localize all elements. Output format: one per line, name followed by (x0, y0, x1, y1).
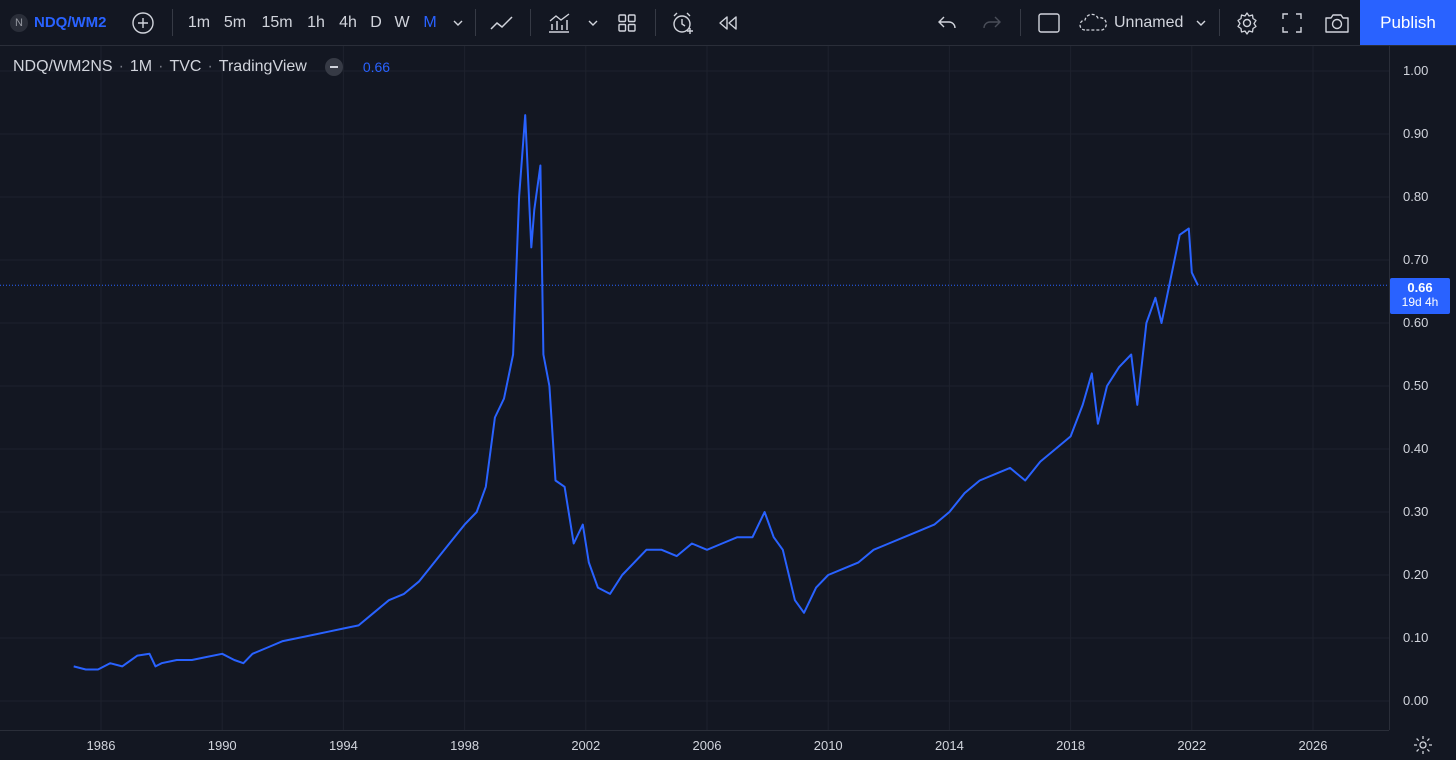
indicators-icon (549, 12, 570, 33)
y-tick-label: 0.70 (1403, 252, 1428, 267)
series-line (73, 114, 1199, 671)
symbol-logo-icon: N (10, 13, 28, 32)
timeframe-label: 5m (223, 13, 247, 31)
chevron-down-icon (453, 20, 463, 26)
timeframe-dropdown[interactable] (448, 0, 468, 45)
alert-button[interactable] (667, 0, 699, 45)
timeframe-label: 1m (187, 13, 211, 31)
y-tick-label: 0.40 (1403, 441, 1428, 456)
x-tick-label: 2014 (935, 738, 964, 753)
timeframe-D[interactable]: D (366, 0, 386, 45)
last-price-value: 0.66 (1407, 280, 1433, 295)
undo-icon (938, 16, 956, 28)
settings-button[interactable] (1232, 0, 1262, 45)
redo-button[interactable] (977, 0, 1007, 45)
legend-collapse-icon[interactable] (324, 58, 343, 76)
toolbar-separator (1219, 9, 1220, 36)
camera-icon (1325, 13, 1349, 33)
time-axis: 1986 1990 1994 1998 2002 2006 2010 2014 2018 2022… (87, 738, 1328, 753)
x-tick-label: 2026 (1299, 738, 1328, 753)
axis-settings-icon[interactable] (1412, 734, 1434, 756)
layout-name-button[interactable]: Unnamed (1078, 0, 1210, 45)
fullscreen-button[interactable] (1277, 0, 1307, 45)
timeframe-1h[interactable]: 1h (302, 0, 330, 45)
fullscreen-icon (1282, 12, 1302, 33)
legend-symbol[interactable]: NDQ/WM2NS (13, 58, 113, 75)
toolbar-separator (530, 9, 531, 36)
publish-button[interactable]: Publish (1360, 0, 1456, 45)
timeframe-15m[interactable]: 15m (258, 0, 296, 45)
layout-name: Unnamed (1114, 13, 1184, 31)
bar-countdown: 19d 4h (1401, 295, 1439, 309)
x-tick-label: 1998 (450, 738, 479, 753)
layouts-button[interactable] (612, 0, 642, 45)
legend-source: TradingView (218, 58, 307, 75)
snapshot-button[interactable] (1322, 0, 1352, 45)
chart-grid (0, 46, 1389, 730)
timeframe-label: D (370, 13, 382, 31)
y-tick-label: 0.80 (1403, 189, 1428, 204)
line-chart-icon (490, 15, 513, 30)
timeframe-label: 4h (339, 13, 357, 31)
settings-icon (1237, 11, 1257, 35)
x-tick-label: 1994 (329, 738, 358, 753)
legend-interval: 1M (129, 58, 153, 75)
replay-button[interactable] (712, 0, 744, 45)
top-toolbar: N NDQ/WM2NS 1m 5m 15m 1h 4h D W M (0, 0, 1456, 46)
y-tick-label: 0.50 (1403, 378, 1428, 393)
timeframe-1m[interactable]: 1m (184, 0, 214, 45)
square-icon (1038, 12, 1060, 33)
x-tick-label: 1986 (87, 738, 116, 753)
indicators-button[interactable] (543, 0, 575, 45)
timeframe-label: M (423, 13, 437, 31)
x-tick-label: 2022 (1177, 738, 1206, 753)
chevron-down-icon (1196, 20, 1206, 26)
chart-legend: NDQ/WM2NS · 1M · TVC · TradingView 0.66 (13, 58, 391, 76)
timeframe-4h[interactable]: 4h (334, 0, 362, 45)
undo-button[interactable] (932, 0, 962, 45)
symbol-name: NDQ/WM2NS (34, 14, 106, 31)
x-tick-label: 2002 (571, 738, 600, 753)
x-tick-label: 1990 (208, 738, 237, 753)
price-axis: 0.00 0.10 0.20 0.30 0.40 0.50 0.60 0.70 0.80 0.90… (1403, 63, 1428, 708)
y-tick-label: 0.00 (1403, 693, 1428, 708)
timeframe-label: 1h (307, 13, 325, 31)
add-symbol-icon (132, 11, 154, 34)
layouts-icon (618, 13, 636, 32)
y-tick-label: 0.90 (1403, 126, 1428, 141)
symbol-search-button[interactable]: N NDQ/WM2NS (10, 0, 120, 45)
redo-icon (983, 16, 1001, 28)
chevron-down-icon (588, 20, 598, 26)
alert-icon (673, 12, 693, 34)
replay-icon (719, 15, 737, 30)
y-tick-label: 0.20 (1403, 567, 1428, 582)
timeframe-W[interactable]: W (392, 0, 412, 45)
last-price-label: 0.66 19d 4h (1390, 278, 1450, 314)
y-tick-label: 0.10 (1403, 630, 1428, 645)
compare-symbol-button[interactable] (128, 0, 158, 45)
timeframe-label: 15m (261, 13, 293, 31)
toolbar-separator (172, 9, 173, 36)
price-chart[interactable]: 0.00 0.10 0.20 0.30 0.40 0.50 0.60 0.70 0.80 0.90… (0, 46, 1456, 760)
x-tick-label: 2010 (814, 738, 843, 753)
timeframe-5m[interactable]: 5m (220, 0, 250, 45)
y-tick-label: 1.00 (1403, 63, 1428, 78)
timeframe-M[interactable]: M (420, 0, 440, 45)
x-tick-label: 2006 (693, 738, 722, 753)
select-mode-button[interactable] (1034, 0, 1064, 45)
y-tick-label: 0.60 (1403, 315, 1428, 330)
toolbar-separator (475, 9, 476, 36)
timeframe-label: W (394, 13, 410, 31)
chart-type-button[interactable] (486, 0, 518, 45)
toolbar-separator (655, 9, 656, 36)
y-tick-label: 0.30 (1403, 504, 1428, 519)
x-tick-label: 2018 (1056, 738, 1085, 753)
legend-value: 0.66 (362, 59, 391, 75)
legend-exchange: TVC (169, 58, 202, 75)
toolbar-separator (1020, 9, 1021, 36)
indicators-dropdown[interactable] (583, 0, 603, 45)
cloud-icon (1079, 13, 1107, 31)
